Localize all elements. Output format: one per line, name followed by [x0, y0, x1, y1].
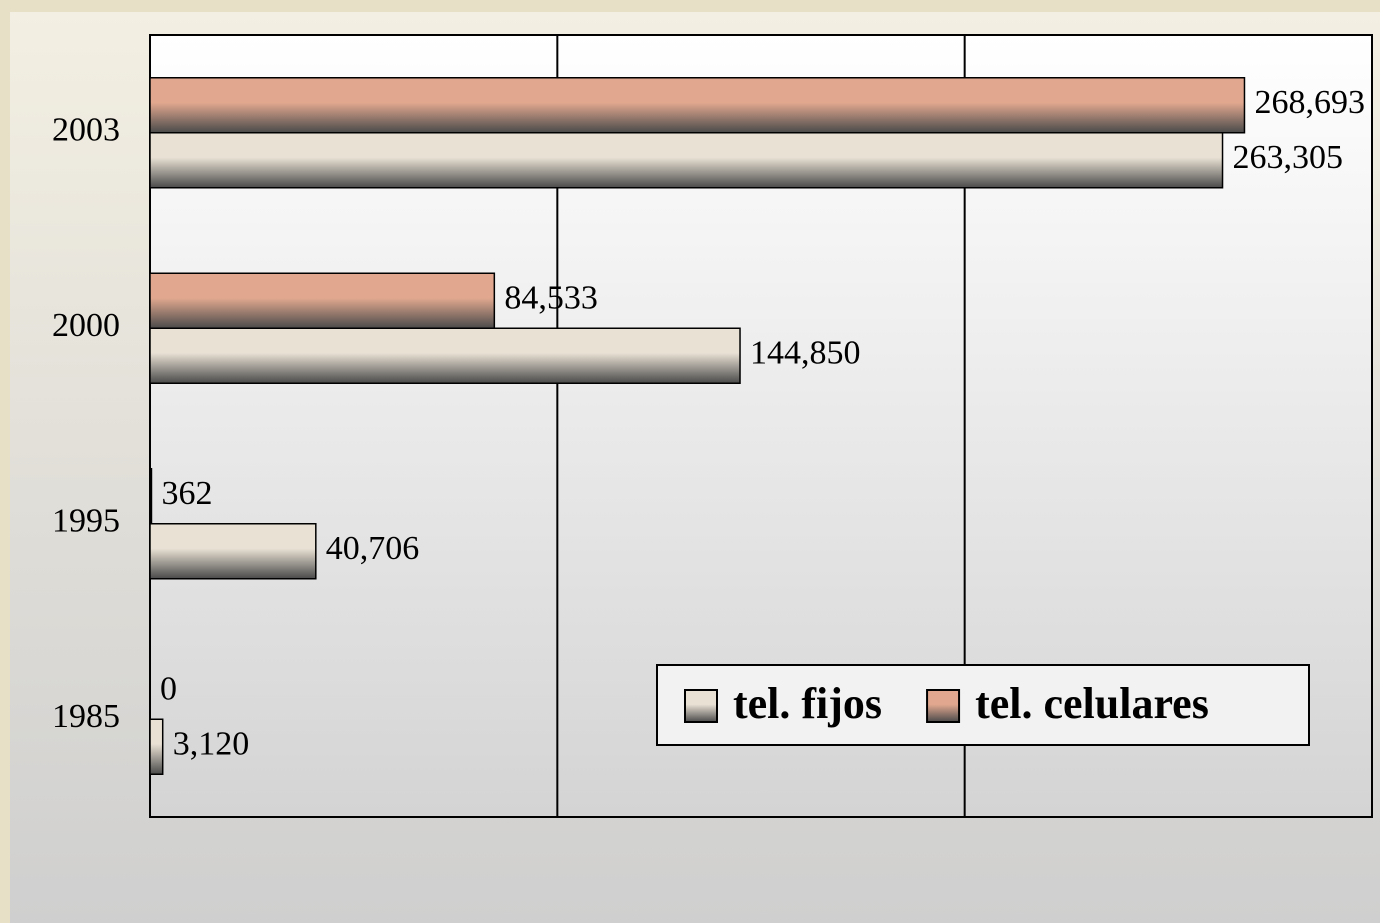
y-tick-label: 2000 — [52, 307, 120, 344]
data-label: 40,706 — [326, 530, 420, 567]
y-tick-label: 2003 — [52, 112, 120, 149]
legend-swatch — [684, 689, 718, 723]
data-label: 144,850 — [750, 335, 861, 372]
data-label: 3,120 — [173, 726, 250, 763]
legend-label: tel. celulares — [975, 679, 1209, 728]
data-label: 263,305 — [1233, 139, 1344, 176]
legend: tel. fijos tel. celulares — [656, 664, 1310, 746]
legend-box — [656, 664, 1310, 746]
bar — [149, 523, 317, 580]
data-label: 0 — [160, 671, 177, 708]
bar — [149, 272, 496, 329]
legend-swatch — [926, 689, 961, 723]
y-tick-label: 1995 — [52, 503, 120, 540]
data-label: 84,533 — [504, 280, 597, 317]
y-tick-label: 1985 — [52, 698, 120, 735]
legend-label: tel. fijos — [733, 679, 882, 728]
bar — [149, 718, 164, 775]
data-label: 268,693 — [1254, 84, 1365, 121]
bar — [149, 77, 1246, 134]
bar — [149, 132, 1224, 189]
bar — [149, 468, 153, 525]
bar — [149, 327, 741, 384]
data-label: 362 — [161, 475, 212, 512]
